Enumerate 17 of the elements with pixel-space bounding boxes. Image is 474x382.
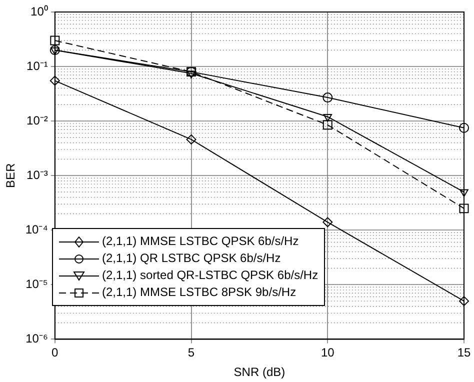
x-tick-label: 5 [188,346,195,360]
legend-label: (2,1,1) QR LSTBC QPSK 6b/s/Hz [102,250,281,267]
y-tick-label: 10⁻⁴ [25,222,48,236]
y-tick-label: 10⁻³ [26,168,48,182]
x-tick-label: 0 [52,346,59,360]
y-tick-label: 10⁻⁵ [26,276,48,291]
x-tick-label: 10 [320,346,335,360]
y-tick-label: 10⁻⁶ [26,332,48,346]
x-axis-title: SNR (dB) [234,365,286,380]
y-axis-title: BER [4,162,18,188]
legend-label: (2,1,1) MMSE LSTBC 8PSK 9b/s/Hz [102,284,296,301]
legend-label: (2,1,1) MMSE LSTBC QPSK 6b/s/Hz [102,233,299,250]
y-tick-label: 10⁻¹ [26,58,48,73]
y-tick-label: 10⁰ [30,4,48,18]
y-tick-label: 10⁻² [26,113,48,128]
legend-label: (2,1,1) sorted QR-LSTBC QPSK 6b/s/Hz [102,267,318,284]
x-tick-label: 15 [457,346,471,360]
